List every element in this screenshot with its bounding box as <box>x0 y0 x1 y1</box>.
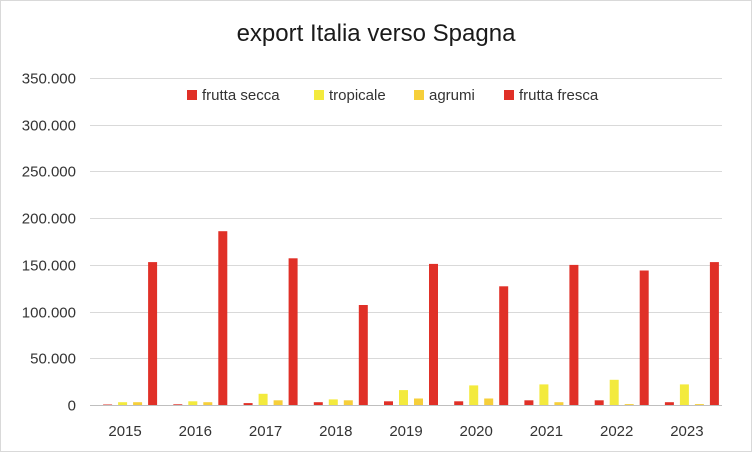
bar <box>188 401 198 405</box>
bar <box>384 401 393 405</box>
bar <box>273 400 283 405</box>
bar <box>243 403 253 405</box>
bar <box>328 399 338 405</box>
bar <box>148 262 158 405</box>
bar <box>639 270 649 405</box>
x-tick-label: 2022 <box>600 423 633 440</box>
bar <box>694 404 704 405</box>
bar <box>594 400 604 405</box>
bar <box>429 263 438 405</box>
bar <box>609 379 619 405</box>
x-axis: 2015 2016 2017 2018 2019 2020 2021 2022 2023 <box>108 423 703 440</box>
legend-label: tropicale <box>329 87 386 104</box>
x-tick-label: 2019 <box>389 423 422 440</box>
x-tick-label: 2015 <box>108 423 141 440</box>
bar <box>624 404 634 405</box>
grid-layer <box>90 78 722 406</box>
x-tick-label: 2017 <box>249 423 282 440</box>
bar <box>569 264 579 405</box>
bar <box>173 404 183 405</box>
legend-swatch <box>314 90 324 100</box>
y-tick-label: 300.000 <box>22 118 76 135</box>
bar <box>133 402 143 405</box>
legend-label: agrumi <box>429 87 475 104</box>
bar <box>118 402 128 405</box>
bar <box>399 390 408 405</box>
bar <box>358 305 368 405</box>
bar <box>313 402 323 405</box>
chart-title: export Italia verso Spagna <box>236 20 516 47</box>
y-axis: 0 50.000 100.000 150.000 200.000 250.000 300.0… <box>22 71 76 415</box>
bar <box>524 400 534 405</box>
x-tick-label: 2018 <box>319 423 352 440</box>
bar <box>679 384 689 405</box>
x-tick-label: 2021 <box>530 423 563 440</box>
bar <box>664 402 674 405</box>
y-tick-label: 250.000 <box>22 164 76 181</box>
x-tick-label: 2016 <box>179 423 212 440</box>
bar <box>203 402 213 405</box>
y-tick-label: 200.000 <box>22 211 76 228</box>
x-tick-label: 2023 <box>670 423 703 440</box>
y-tick-label: 100.000 <box>22 305 76 322</box>
y-tick-label: 0 <box>68 398 76 415</box>
bar <box>554 402 564 405</box>
legend-swatch <box>504 90 514 100</box>
legend-label: frutta secca <box>202 87 280 104</box>
bar <box>218 231 228 405</box>
bar <box>288 258 298 405</box>
y-tick-label: 50.000 <box>30 351 76 368</box>
bar <box>343 400 353 405</box>
legend-swatch <box>187 90 197 100</box>
x-tick-label: 2020 <box>460 423 493 440</box>
legend-swatch <box>414 90 424 100</box>
legend: frutta secca tropicale agrumi frutta fresca <box>187 87 599 104</box>
bar <box>709 262 719 405</box>
bar <box>484 398 494 405</box>
y-tick-label: 150.000 <box>22 258 76 275</box>
y-tick-label: 350.000 <box>22 71 76 88</box>
bar <box>103 404 113 405</box>
bar <box>414 398 423 405</box>
bar <box>499 286 509 405</box>
legend-label: frutta fresca <box>519 87 599 104</box>
bar <box>258 393 268 405</box>
bar <box>469 385 479 405</box>
bars-layer <box>103 231 719 405</box>
bar <box>539 384 549 405</box>
bar <box>454 401 464 405</box>
